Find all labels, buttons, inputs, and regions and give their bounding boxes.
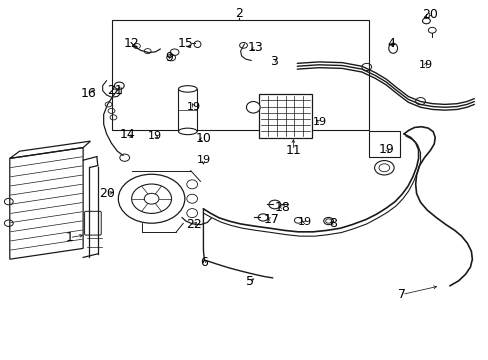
Text: 19: 19 — [312, 117, 326, 127]
Bar — [178, 89, 197, 131]
Bar — [112, 20, 368, 130]
Ellipse shape — [178, 128, 197, 135]
Ellipse shape — [178, 86, 197, 92]
Text: 6: 6 — [200, 256, 208, 269]
FancyBboxPatch shape — [84, 211, 101, 235]
Text: 7: 7 — [397, 288, 405, 301]
Text: 19: 19 — [186, 102, 200, 112]
Text: 10: 10 — [195, 132, 211, 145]
Text: 1: 1 — [65, 231, 73, 244]
Bar — [259, 94, 311, 138]
Text: 13: 13 — [247, 41, 263, 54]
Text: 19: 19 — [147, 131, 161, 141]
Text: 8: 8 — [329, 217, 337, 230]
Text: 19: 19 — [378, 143, 393, 156]
Ellipse shape — [246, 102, 260, 113]
Text: 18: 18 — [274, 201, 290, 214]
Text: 3: 3 — [269, 55, 277, 68]
Text: 17: 17 — [264, 213, 279, 226]
Text: 15: 15 — [178, 37, 193, 50]
Text: 12: 12 — [124, 37, 140, 50]
Text: 11: 11 — [285, 144, 301, 157]
Text: 9: 9 — [164, 51, 172, 64]
Text: 5: 5 — [246, 275, 254, 288]
Text: 21: 21 — [107, 84, 123, 97]
Bar — [368, 131, 399, 157]
Text: 22: 22 — [185, 218, 201, 231]
Text: 14: 14 — [119, 128, 135, 141]
Text: 2: 2 — [234, 7, 242, 20]
Text: 20: 20 — [99, 187, 114, 200]
Text: 20: 20 — [422, 8, 437, 21]
Text: 19: 19 — [196, 155, 210, 165]
Text: 19: 19 — [298, 217, 311, 228]
Text: 19: 19 — [418, 60, 431, 70]
Text: 16: 16 — [81, 87, 97, 100]
Text: 4: 4 — [386, 37, 394, 50]
